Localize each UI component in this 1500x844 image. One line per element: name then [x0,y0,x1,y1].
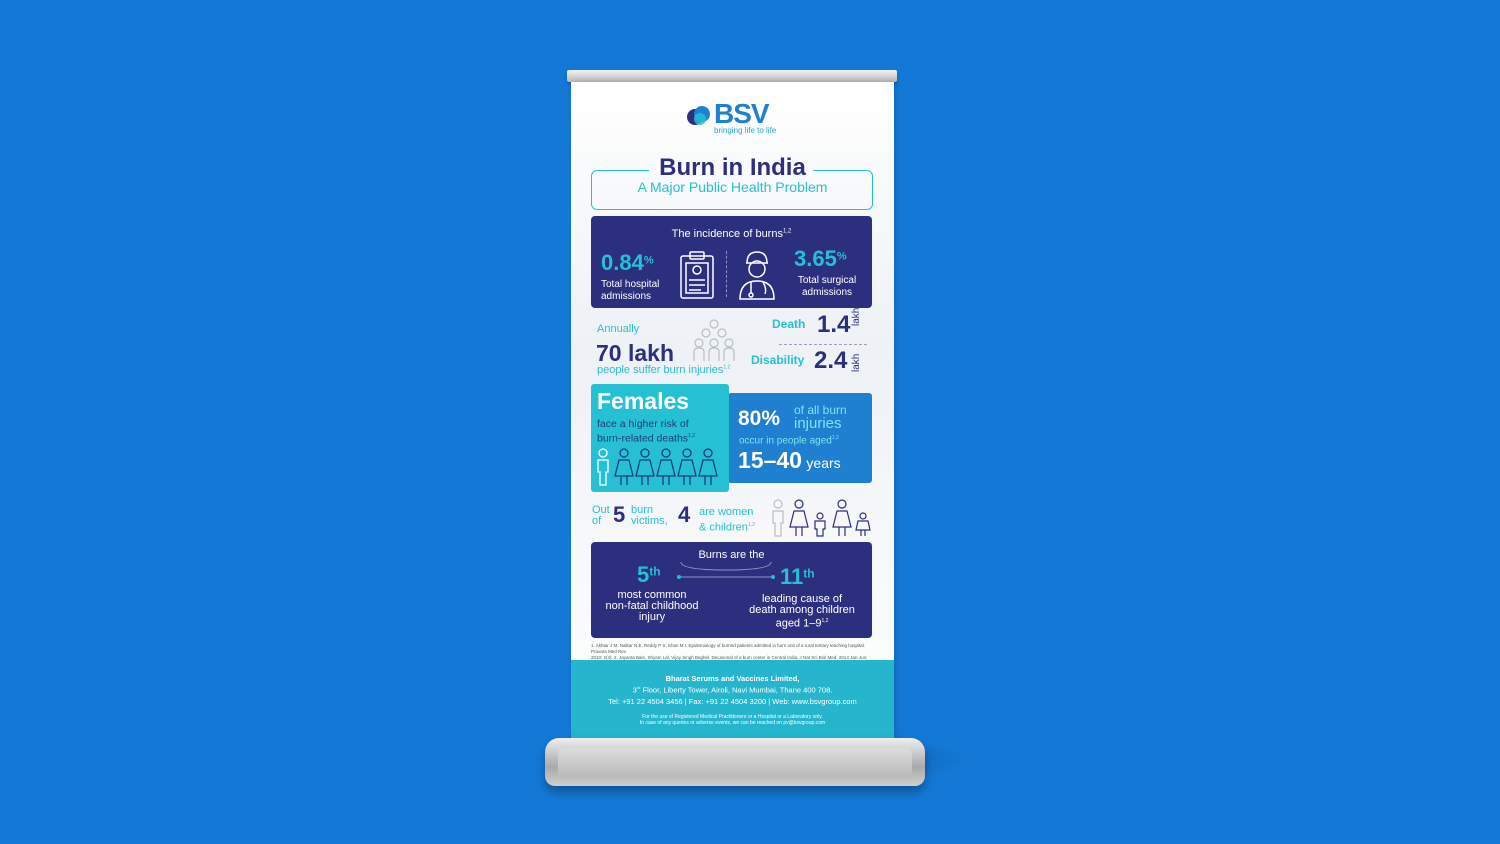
age-percent: 80% [738,407,781,430]
female-figures-icon [597,448,718,486]
page-title: Burn in India [659,154,806,181]
surgical-admissions-value: 3.65% [794,246,847,271]
victims-women-children: are women & children1,2 [699,506,755,534]
hospital-admissions-label: Total hospital admissions [601,279,660,302]
disability-label: Disability [751,353,805,367]
victims-count: 4 [678,502,691,527]
footer: Bharat Serums and Vaccines Limited, 3rd … [571,660,894,744]
annual-injuries-label: people suffer burn injuries1,2 [597,364,731,376]
incidence-panel: The incidence of burns1,2 0.84% Total ho… [591,216,872,308]
bsv-logo-icon [687,106,710,125]
clipboard-icon [680,251,714,299]
footer-address: 3rd Floor, Liberty Tower, Airoli, Navi M… [632,685,833,695]
surgical-admissions-label: Total surgical admissions [797,275,857,298]
age-text-top: of all burn injuries [794,403,847,432]
death-value: 1.4 [817,311,851,338]
victims-total: 5 [613,502,626,527]
age-text-bottom: occur in people aged1,2 [739,435,839,447]
footer-disclaimer-1: For the use of Registered Medical Practi… [642,713,823,720]
incidence-divider [726,251,727,297]
doctor-icon [739,251,775,300]
age-range: 15–40 years [738,447,841,473]
rollup-banner: BSV bringing life to life Burn in India … [571,82,894,744]
age-panel: 80% of all burn injuries occur in people… [728,393,872,483]
ranking-panel: Burns are the 5th most common non-fatal … [591,542,872,638]
females-text: face a higher risk of burn-related death… [597,418,696,445]
footer-disclaimer-2: In case of any queries or adverse events… [639,719,826,726]
page-subtitle: A Major Public Health Problem [637,179,828,195]
death-label: Death [772,317,806,331]
ranking-right-rank: 11th [780,564,815,589]
family-figures-icon [772,499,871,537]
disability-unit: lakh [851,353,862,372]
death-unit: lakh [851,307,862,326]
victims-out-of: Out of [592,504,610,527]
victims-burn-victims: burn victims, [631,504,668,527]
banner-top-rail [567,70,897,82]
females-title: Females [597,388,690,414]
ranking-connector [677,561,775,579]
ranking-right-text: leading cause of death among children ag… [749,593,855,630]
annually-label: Annually [597,323,640,335]
females-panel: Females face a higher risk of burn-relat… [591,384,729,492]
footer-contact: Tel: +91 22 4504 3456 | Fax: +91 22 4504… [608,696,857,706]
footer-company: Bharat Serums and Vaccines Limited, [665,674,800,683]
brand-name: BSV [714,98,770,129]
hospital-admissions-value: 0.84% [601,250,654,275]
people-group-icon [693,319,735,361]
brand-tagline: bringing life to life [714,126,777,135]
ranking-left-rank: 5th [637,562,661,587]
annual-divider [779,344,867,345]
ranking-title: Burns are the [698,549,765,561]
annual-injuries-value: 70 lakh [596,340,674,366]
ranking-left-text: most common non-fatal childhood injury [605,589,699,623]
disability-value: 2.4 [814,347,848,374]
incidence-title: The incidence of burns1,2 [671,228,792,240]
banner-stand-base-panel [558,748,912,778]
